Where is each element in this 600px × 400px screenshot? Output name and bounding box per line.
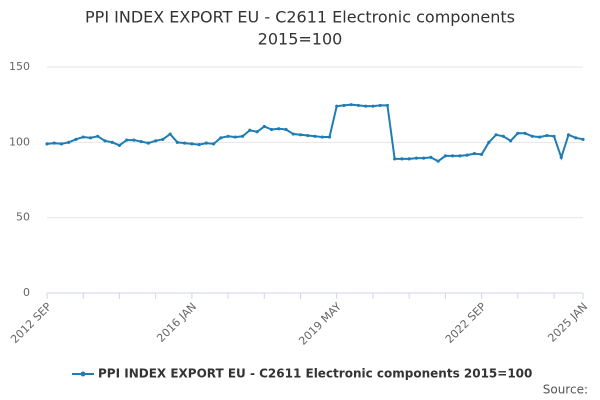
x-tick-label: 2016 JAN	[154, 300, 199, 345]
data-point	[269, 127, 274, 132]
data-point	[154, 139, 158, 143]
data-point	[349, 103, 353, 107]
data-point	[443, 154, 447, 158]
data-point	[233, 135, 237, 139]
data-point	[52, 141, 56, 145]
data-point	[414, 156, 419, 160]
chart-title: PPI INDEX EXPORT EU - C2611 Electronic c…	[85, 8, 515, 27]
data-point	[320, 135, 324, 139]
data-point	[132, 138, 136, 142]
data-point	[277, 127, 281, 131]
data-point	[487, 140, 491, 144]
data-point	[494, 133, 498, 137]
y-tick-label: 0	[23, 286, 30, 299]
y-tick-label: 50	[16, 211, 30, 224]
data-point	[291, 132, 295, 136]
x-tick-label: 2012 SEP	[8, 300, 54, 346]
x-tick-label: 2025 JAN	[545, 300, 590, 345]
data-point	[306, 133, 310, 138]
data-point	[139, 139, 143, 144]
data-point	[472, 152, 476, 156]
data-point	[581, 137, 585, 141]
data-point	[103, 139, 107, 143]
data-point	[161, 137, 165, 141]
data-point	[125, 138, 129, 142]
data-point	[566, 133, 571, 137]
data-point	[552, 134, 556, 138]
data-point	[371, 104, 375, 108]
data-point	[240, 134, 245, 138]
data-point	[204, 141, 208, 145]
data-point	[407, 157, 411, 161]
data-point	[400, 157, 404, 161]
data-point	[255, 130, 259, 134]
data-point	[59, 142, 64, 146]
data-point	[81, 135, 85, 139]
data-point	[429, 155, 433, 159]
data-point	[342, 103, 346, 108]
data-point	[479, 152, 484, 156]
data-point	[356, 103, 361, 108]
data-point	[508, 139, 513, 143]
data-point	[219, 136, 223, 140]
data-point	[545, 133, 549, 138]
data-point	[117, 143, 122, 147]
data-point	[537, 135, 542, 139]
data-point	[67, 140, 71, 144]
data-point	[96, 134, 100, 138]
data-point	[335, 104, 339, 108]
data-point	[559, 155, 563, 159]
legend-label: PPI INDEX EXPORT EU - C2611 Electronic c…	[98, 367, 532, 381]
data-point	[523, 131, 527, 135]
data-point	[364, 104, 368, 108]
x-tick-label: 2019 MAY	[296, 300, 344, 348]
data-line	[46, 103, 584, 163]
chart-subtitle: 2015=100	[258, 30, 343, 49]
data-point	[248, 128, 252, 132]
data-point	[183, 141, 187, 145]
data-point	[197, 142, 201, 147]
data-point	[436, 159, 440, 163]
data-point	[211, 142, 216, 146]
data-point	[175, 140, 179, 144]
data-point	[226, 134, 230, 138]
data-point	[146, 141, 151, 145]
data-point	[45, 142, 49, 146]
data-point	[88, 136, 93, 140]
data-point	[190, 142, 194, 146]
x-tick-label: 2022 SEP	[443, 300, 489, 346]
data-point	[516, 131, 520, 135]
data-point	[530, 134, 534, 138]
legend-marker	[80, 371, 86, 377]
data-point	[284, 127, 288, 132]
data-point	[74, 137, 78, 141]
data-point	[168, 132, 172, 136]
data-point	[298, 133, 303, 137]
source-label: Source:	[543, 383, 588, 397]
data-point	[574, 136, 578, 140]
data-point	[378, 103, 382, 108]
data-point	[385, 103, 390, 108]
data-point	[313, 134, 317, 138]
data-point	[327, 135, 332, 139]
data-point	[393, 157, 397, 161]
y-tick-label: 100	[9, 135, 30, 148]
data-point	[465, 153, 469, 157]
data-point	[422, 156, 426, 160]
data-point	[110, 140, 114, 144]
y-tick-label: 150	[9, 60, 30, 73]
data-point	[458, 154, 462, 158]
data-point	[501, 134, 505, 138]
data-point	[451, 154, 455, 158]
data-point	[262, 124, 266, 129]
